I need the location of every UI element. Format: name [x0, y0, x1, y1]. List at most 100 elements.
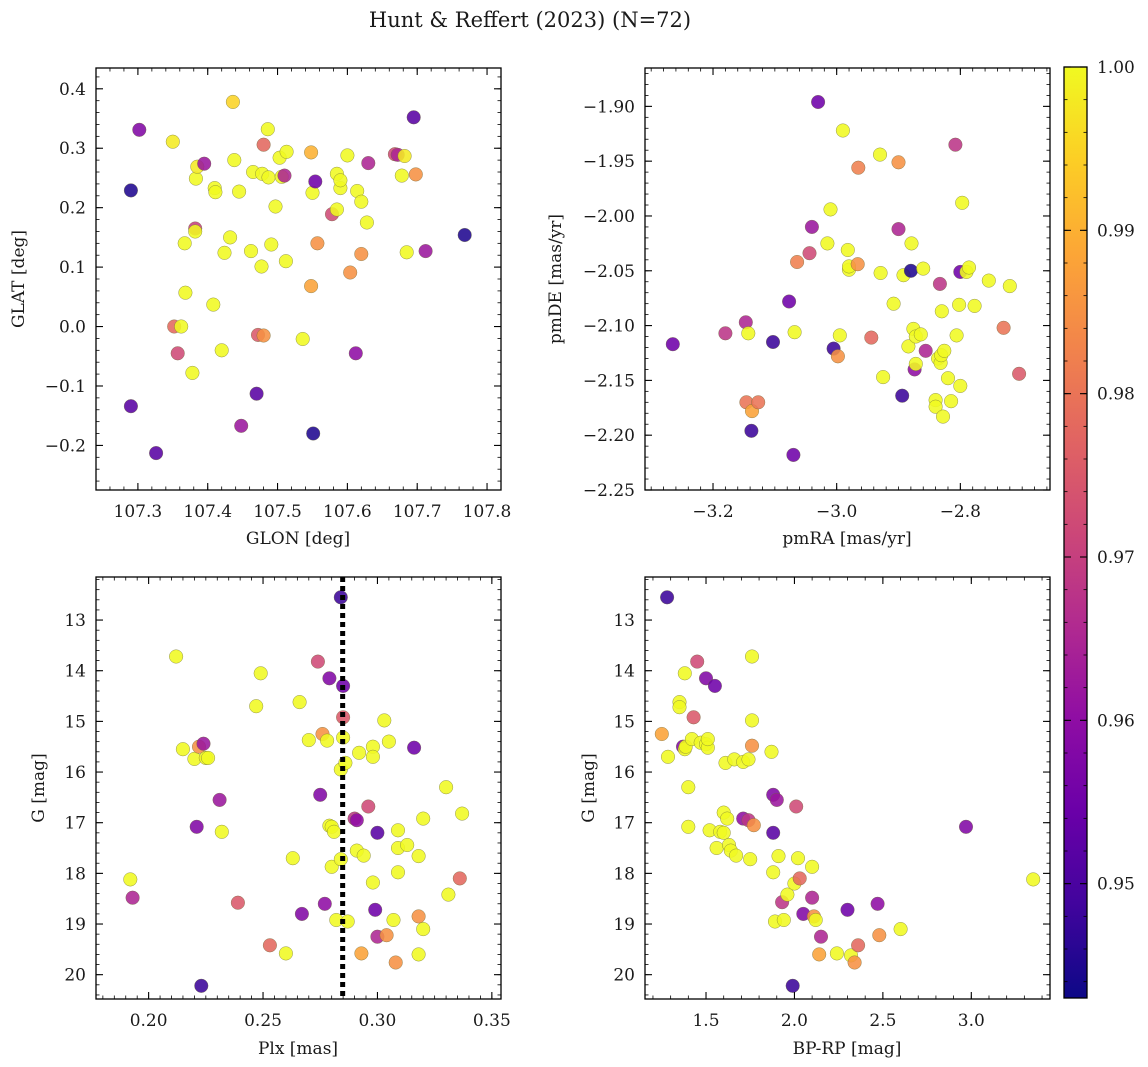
y-tick-label: 0.0	[59, 318, 86, 338]
colorbar-tick-label: 0.99	[1097, 221, 1135, 241]
data-point	[411, 849, 426, 864]
y-tick-label: 0.4	[59, 80, 86, 100]
y-tick-label: 17	[613, 814, 635, 834]
data-point	[850, 257, 865, 272]
data-point	[418, 244, 433, 259]
colorbar-tick-label: 0.96	[1097, 711, 1135, 731]
data-point	[893, 922, 908, 937]
x-tick-label: 107.4	[183, 502, 232, 522]
data-point	[208, 185, 223, 200]
data-point	[851, 938, 866, 953]
data-point	[766, 865, 781, 880]
data-point	[123, 183, 138, 198]
data-point	[268, 199, 283, 214]
data-point	[457, 227, 472, 243]
data-point	[820, 236, 835, 251]
colorbar-ticks: 0.95 0.96 0.97 0.98 0.99 1.00	[1064, 58, 1135, 983]
y-tick-label: 0.3	[59, 139, 86, 159]
data-point	[741, 752, 756, 767]
x-tick-label: −3.2	[692, 502, 733, 522]
data-point	[232, 184, 247, 199]
data-point	[904, 236, 919, 251]
data-point	[937, 343, 952, 358]
data-point	[686, 710, 701, 725]
data-point	[672, 700, 687, 715]
data-point	[967, 298, 982, 313]
data-point	[804, 219, 819, 234]
data-point	[188, 171, 203, 186]
colorbar-tick-label: 0.98	[1097, 385, 1135, 405]
data-point	[934, 304, 949, 319]
data-point	[851, 160, 866, 175]
data-point	[379, 928, 394, 943]
data-point	[400, 837, 415, 853]
data-point	[928, 399, 943, 414]
data-point	[354, 246, 369, 262]
data-point	[230, 895, 245, 910]
data-point	[212, 792, 227, 807]
data-point	[397, 148, 412, 164]
y-tick-label: −1.95	[583, 152, 635, 172]
y-tick-label: −2.10	[583, 317, 635, 337]
data-point	[813, 929, 829, 944]
data-point	[320, 733, 335, 748]
data-point	[390, 865, 406, 880]
y-tick-label: −2.00	[583, 207, 635, 227]
x-tick-label: 2.0	[781, 1011, 808, 1031]
glat-axis-label: GLAT [deg]	[9, 230, 29, 328]
data-point	[368, 902, 383, 917]
panel-pm: −3.2 −3.0 −2.8 −2.25 −2.20 −2.15 −2.10 −2.05 −2.…	[546, 67, 1051, 549]
g-axis-label-left: G [mag]	[29, 753, 49, 822]
data-point	[840, 902, 855, 917]
x-tick-label: −3.0	[816, 502, 857, 522]
data-point	[765, 334, 781, 350]
data-point	[394, 168, 409, 183]
data-point	[169, 649, 184, 664]
data-point	[681, 780, 696, 795]
data-point	[751, 395, 766, 410]
data-point	[310, 236, 325, 251]
data-point	[870, 896, 885, 911]
data-point	[1026, 872, 1041, 887]
data-point	[264, 237, 279, 252]
plx-axis-label: Plx [mas]	[258, 1039, 338, 1059]
data-point	[741, 326, 756, 341]
data-point	[681, 819, 696, 834]
data-point	[348, 346, 363, 361]
data-point	[958, 819, 974, 834]
color-g-ticks: 1.5 2.0 2.5 3.0 13 14 15 16 17 18 19 20	[613, 577, 1050, 1031]
data-point	[310, 654, 325, 669]
data-point	[277, 168, 292, 183]
data-point	[340, 148, 355, 163]
x-tick-label: 107.3	[114, 502, 163, 522]
data-point	[411, 947, 426, 962]
data-point	[223, 230, 238, 245]
x-tick-label: 107.5	[253, 502, 302, 522]
data-point	[256, 328, 271, 343]
data-point	[1002, 279, 1017, 294]
data-point	[304, 145, 319, 160]
data-point	[981, 273, 996, 288]
data-point	[847, 955, 862, 970]
data-point	[835, 123, 850, 138]
data-point	[188, 224, 203, 239]
data-point	[260, 122, 275, 137]
data-point	[718, 326, 733, 341]
data-point	[416, 922, 431, 937]
data-point	[789, 799, 804, 814]
data-point	[261, 170, 276, 185]
plx-g-points	[123, 590, 470, 993]
data-point	[654, 726, 669, 742]
data-point	[829, 946, 844, 961]
data-point	[872, 147, 888, 162]
data-point	[744, 649, 760, 664]
x-tick-label: 1.5	[692, 1011, 719, 1031]
y-tick-label: −2.20	[583, 426, 635, 446]
pm-ticks: −3.2 −3.0 −2.8 −2.25 −2.20 −2.15 −2.10 −2.05 −2.…	[583, 68, 1050, 522]
x-tick-label: 0.25	[244, 1011, 282, 1031]
x-tick-label: 0.35	[473, 1011, 511, 1031]
data-point	[197, 156, 212, 171]
data-point	[349, 813, 364, 828]
data-point	[256, 137, 271, 152]
